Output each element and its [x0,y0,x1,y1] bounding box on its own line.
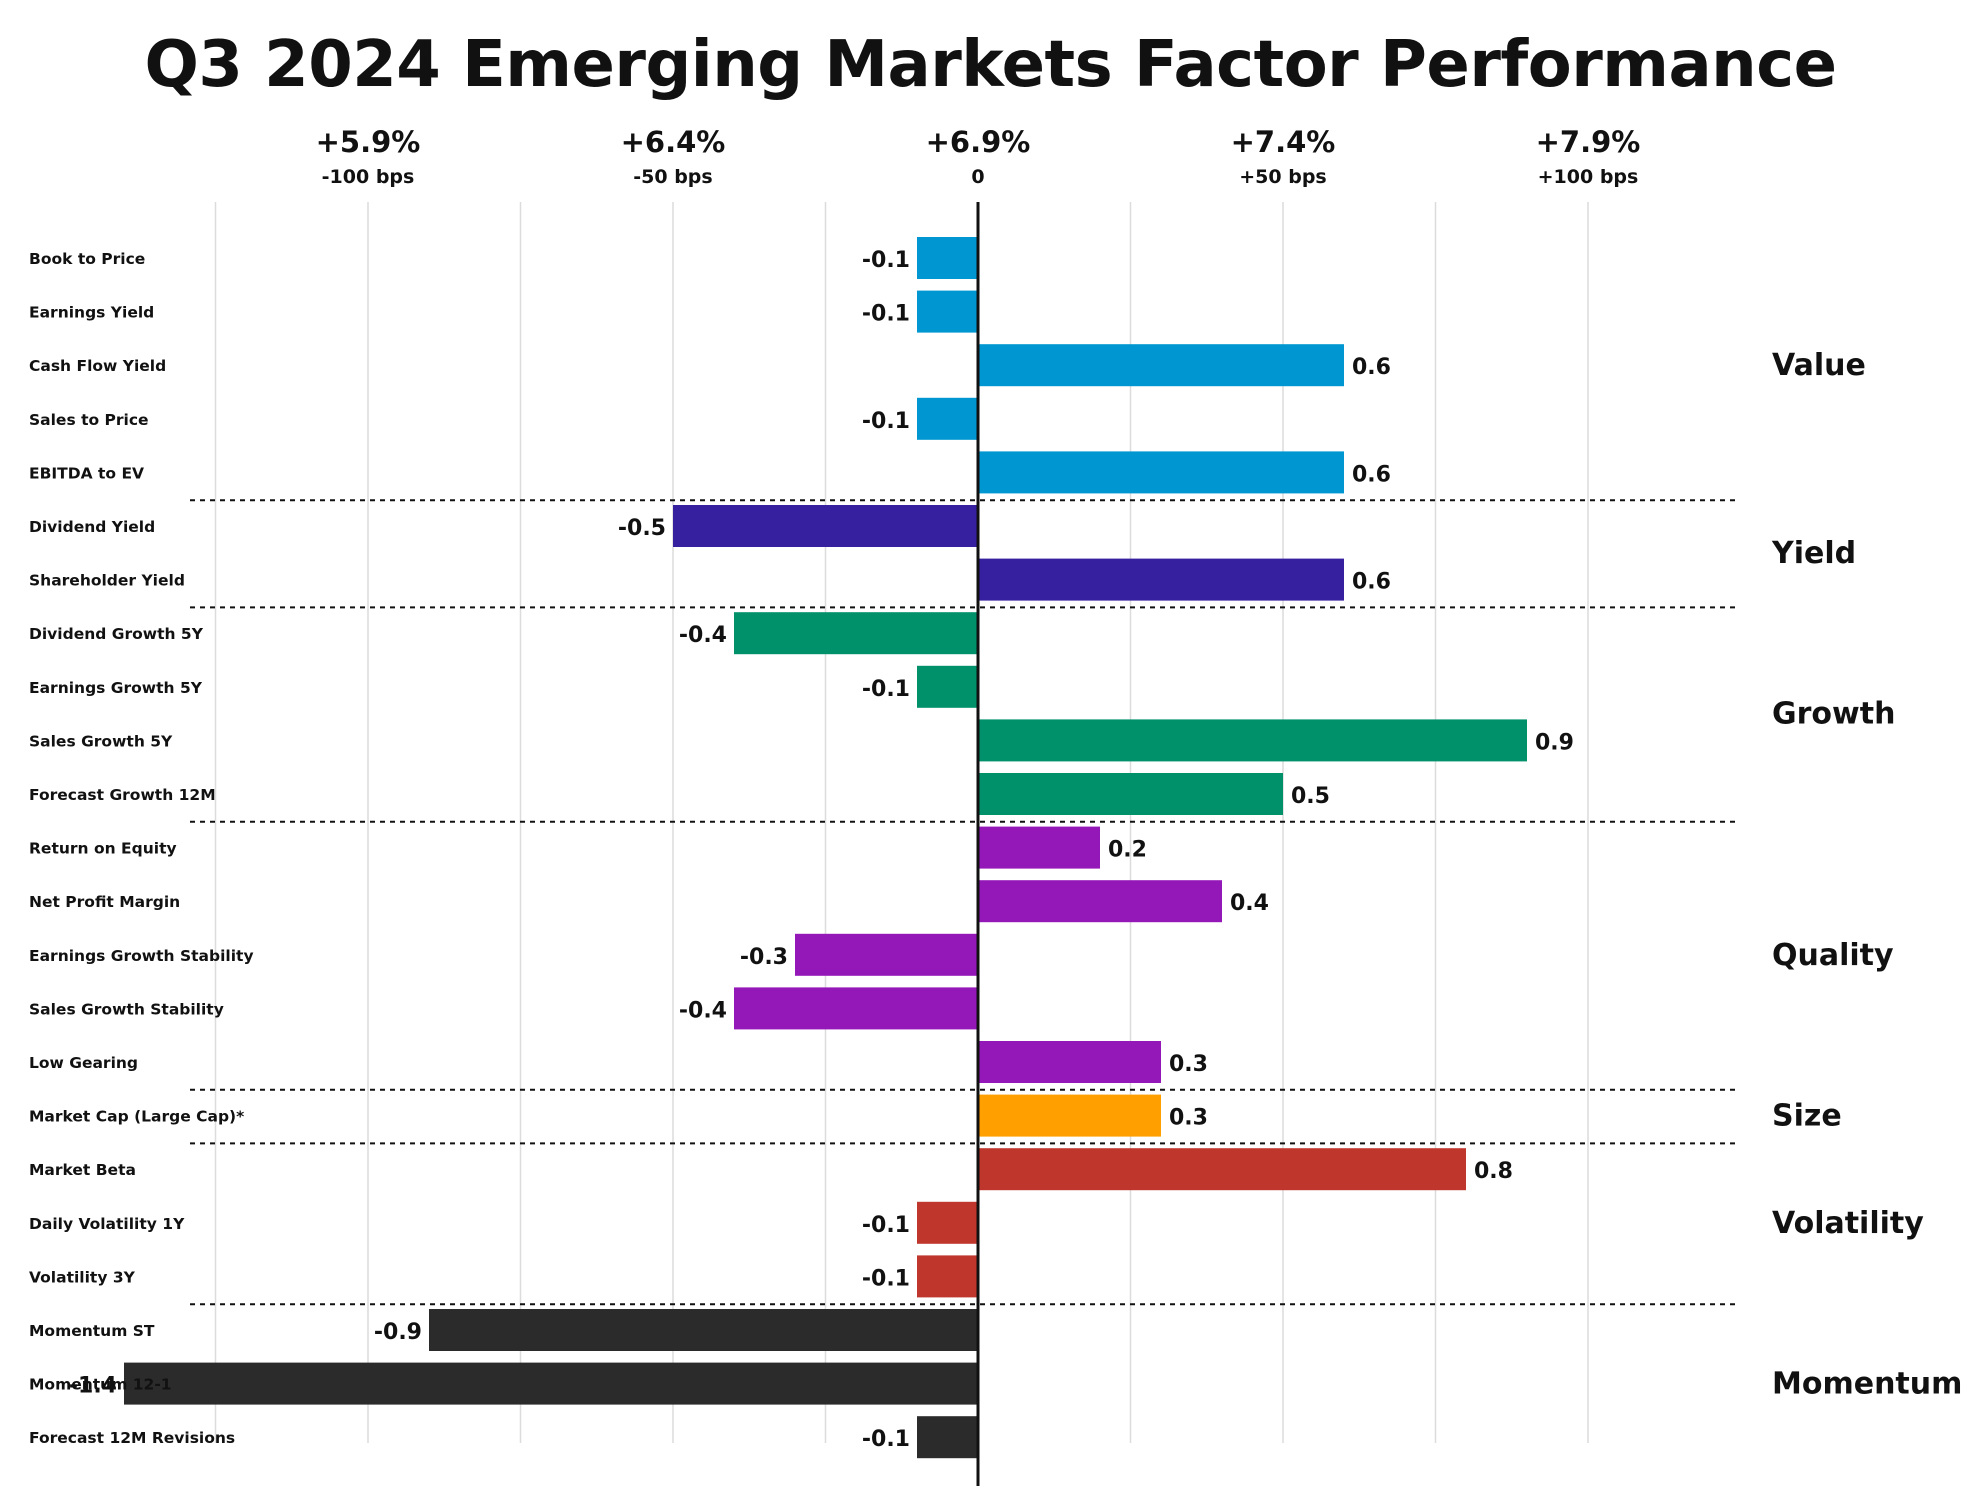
bar [124,1362,978,1405]
x-tick-bps-label: -50 bps [633,166,712,188]
bar [673,505,978,547]
factor-label: Daily Volatility 1Y [29,1215,185,1233]
value-label: -0.1 [862,1266,910,1291]
factor-label: Sales Growth 5Y [29,732,173,750]
factor-label: Earnings Growth 5Y [29,679,203,697]
bar [917,1255,978,1298]
value-label: 0.4 [1230,891,1269,916]
value-label: -1.4 [69,1374,117,1399]
value-label: -0.5 [618,516,666,541]
x-tick-bps-label: 0 [971,166,984,188]
value-label: 0.3 [1169,1052,1208,1077]
group-label: Quality [1772,938,1894,973]
bar [978,1148,1466,1191]
x-tick-bps-label: +100 bps [1538,166,1639,188]
factor-label: Momentum 12-1 [29,1376,172,1394]
factor-label: Net Profit Margin [29,893,180,911]
value-label: 0.8 [1474,1159,1513,1184]
group-label: Size [1772,1099,1842,1134]
bar [917,1416,978,1459]
x-tick-pct-label: +5.9% [316,125,421,159]
value-label: -0.1 [862,1427,910,1452]
chart-title: Q3 2024 Emerging Markets Factor Performa… [144,28,1837,102]
group-label: Volatility [1772,1206,1924,1241]
value-label: -0.3 [740,945,788,970]
bar [917,237,978,279]
bar [978,719,1527,762]
value-label: -0.1 [862,1213,910,1238]
bar [978,451,1344,494]
value-label: 0.2 [1108,838,1147,863]
factor-label: Volatility 3Y [29,1268,136,1286]
factor-label: Dividend Yield [29,518,155,536]
bar [734,612,978,655]
bar [917,665,978,708]
value-label: -0.9 [374,1320,422,1345]
value-label: 0.9 [1535,730,1574,755]
value-label: -0.1 [862,302,910,327]
value-label: -0.4 [679,998,727,1023]
factor-label: Market Beta [29,1161,136,1179]
x-tick-pct-label: +6.4% [621,125,726,159]
bar [917,397,978,440]
bar [978,344,1344,387]
factor-label: Earnings Yield [29,304,154,322]
value-label: -0.1 [862,248,910,273]
bar [795,933,978,976]
factor-label: Sales to Price [29,411,149,429]
bar [734,987,978,1030]
factor-label: EBITDA to EV [29,464,144,482]
bar [917,290,978,333]
bar [917,1201,978,1244]
value-label: -0.1 [862,409,910,434]
factor-label: Forecast 12M Revisions [29,1429,235,1447]
factor-label: Sales Growth Stability [29,1000,224,1018]
value-label: 0.6 [1352,570,1391,595]
factor-label: Low Gearing [29,1054,138,1072]
x-tick-pct-label: +7.4% [1231,125,1336,159]
x-tick-pct-label: +6.9% [926,125,1031,159]
value-label: 0.6 [1352,355,1391,380]
value-label: 0.5 [1291,784,1330,809]
x-tick-pct-label: +7.9% [1536,125,1641,159]
factor-label: Dividend Growth 5Y [29,625,204,643]
factor-label: Earnings Growth Stability [29,947,254,965]
group-label: Value [1772,348,1866,383]
bar [978,558,1344,601]
bar [978,880,1222,923]
factor-label: Momentum ST [29,1322,155,1340]
value-label: 0.6 [1352,462,1391,487]
x-tick-bps-label: +50 bps [1239,166,1327,188]
factor-label: Book to Price [29,250,145,268]
factor-label: Forecast Growth 12M [29,786,216,804]
factor-label: Return on Equity [29,840,177,858]
factor-label: Cash Flow Yield [29,357,166,375]
bar [429,1309,978,1351]
bar [978,773,1283,815]
factor-label: Shareholder Yield [29,572,185,590]
factor-label: Market Cap (Large Cap)* [29,1108,244,1126]
x-tick-bps-label: -100 bps [322,166,415,188]
bar [978,826,1100,869]
value-label: 0.3 [1169,1106,1208,1131]
bar [978,1094,1161,1137]
value-label: -0.1 [862,677,910,702]
value-label: -0.4 [679,623,727,648]
bar [978,1041,1161,1083]
group-label: Momentum [1772,1367,1962,1402]
group-label: Yield [1771,536,1856,571]
group-label: Growth [1772,697,1895,732]
